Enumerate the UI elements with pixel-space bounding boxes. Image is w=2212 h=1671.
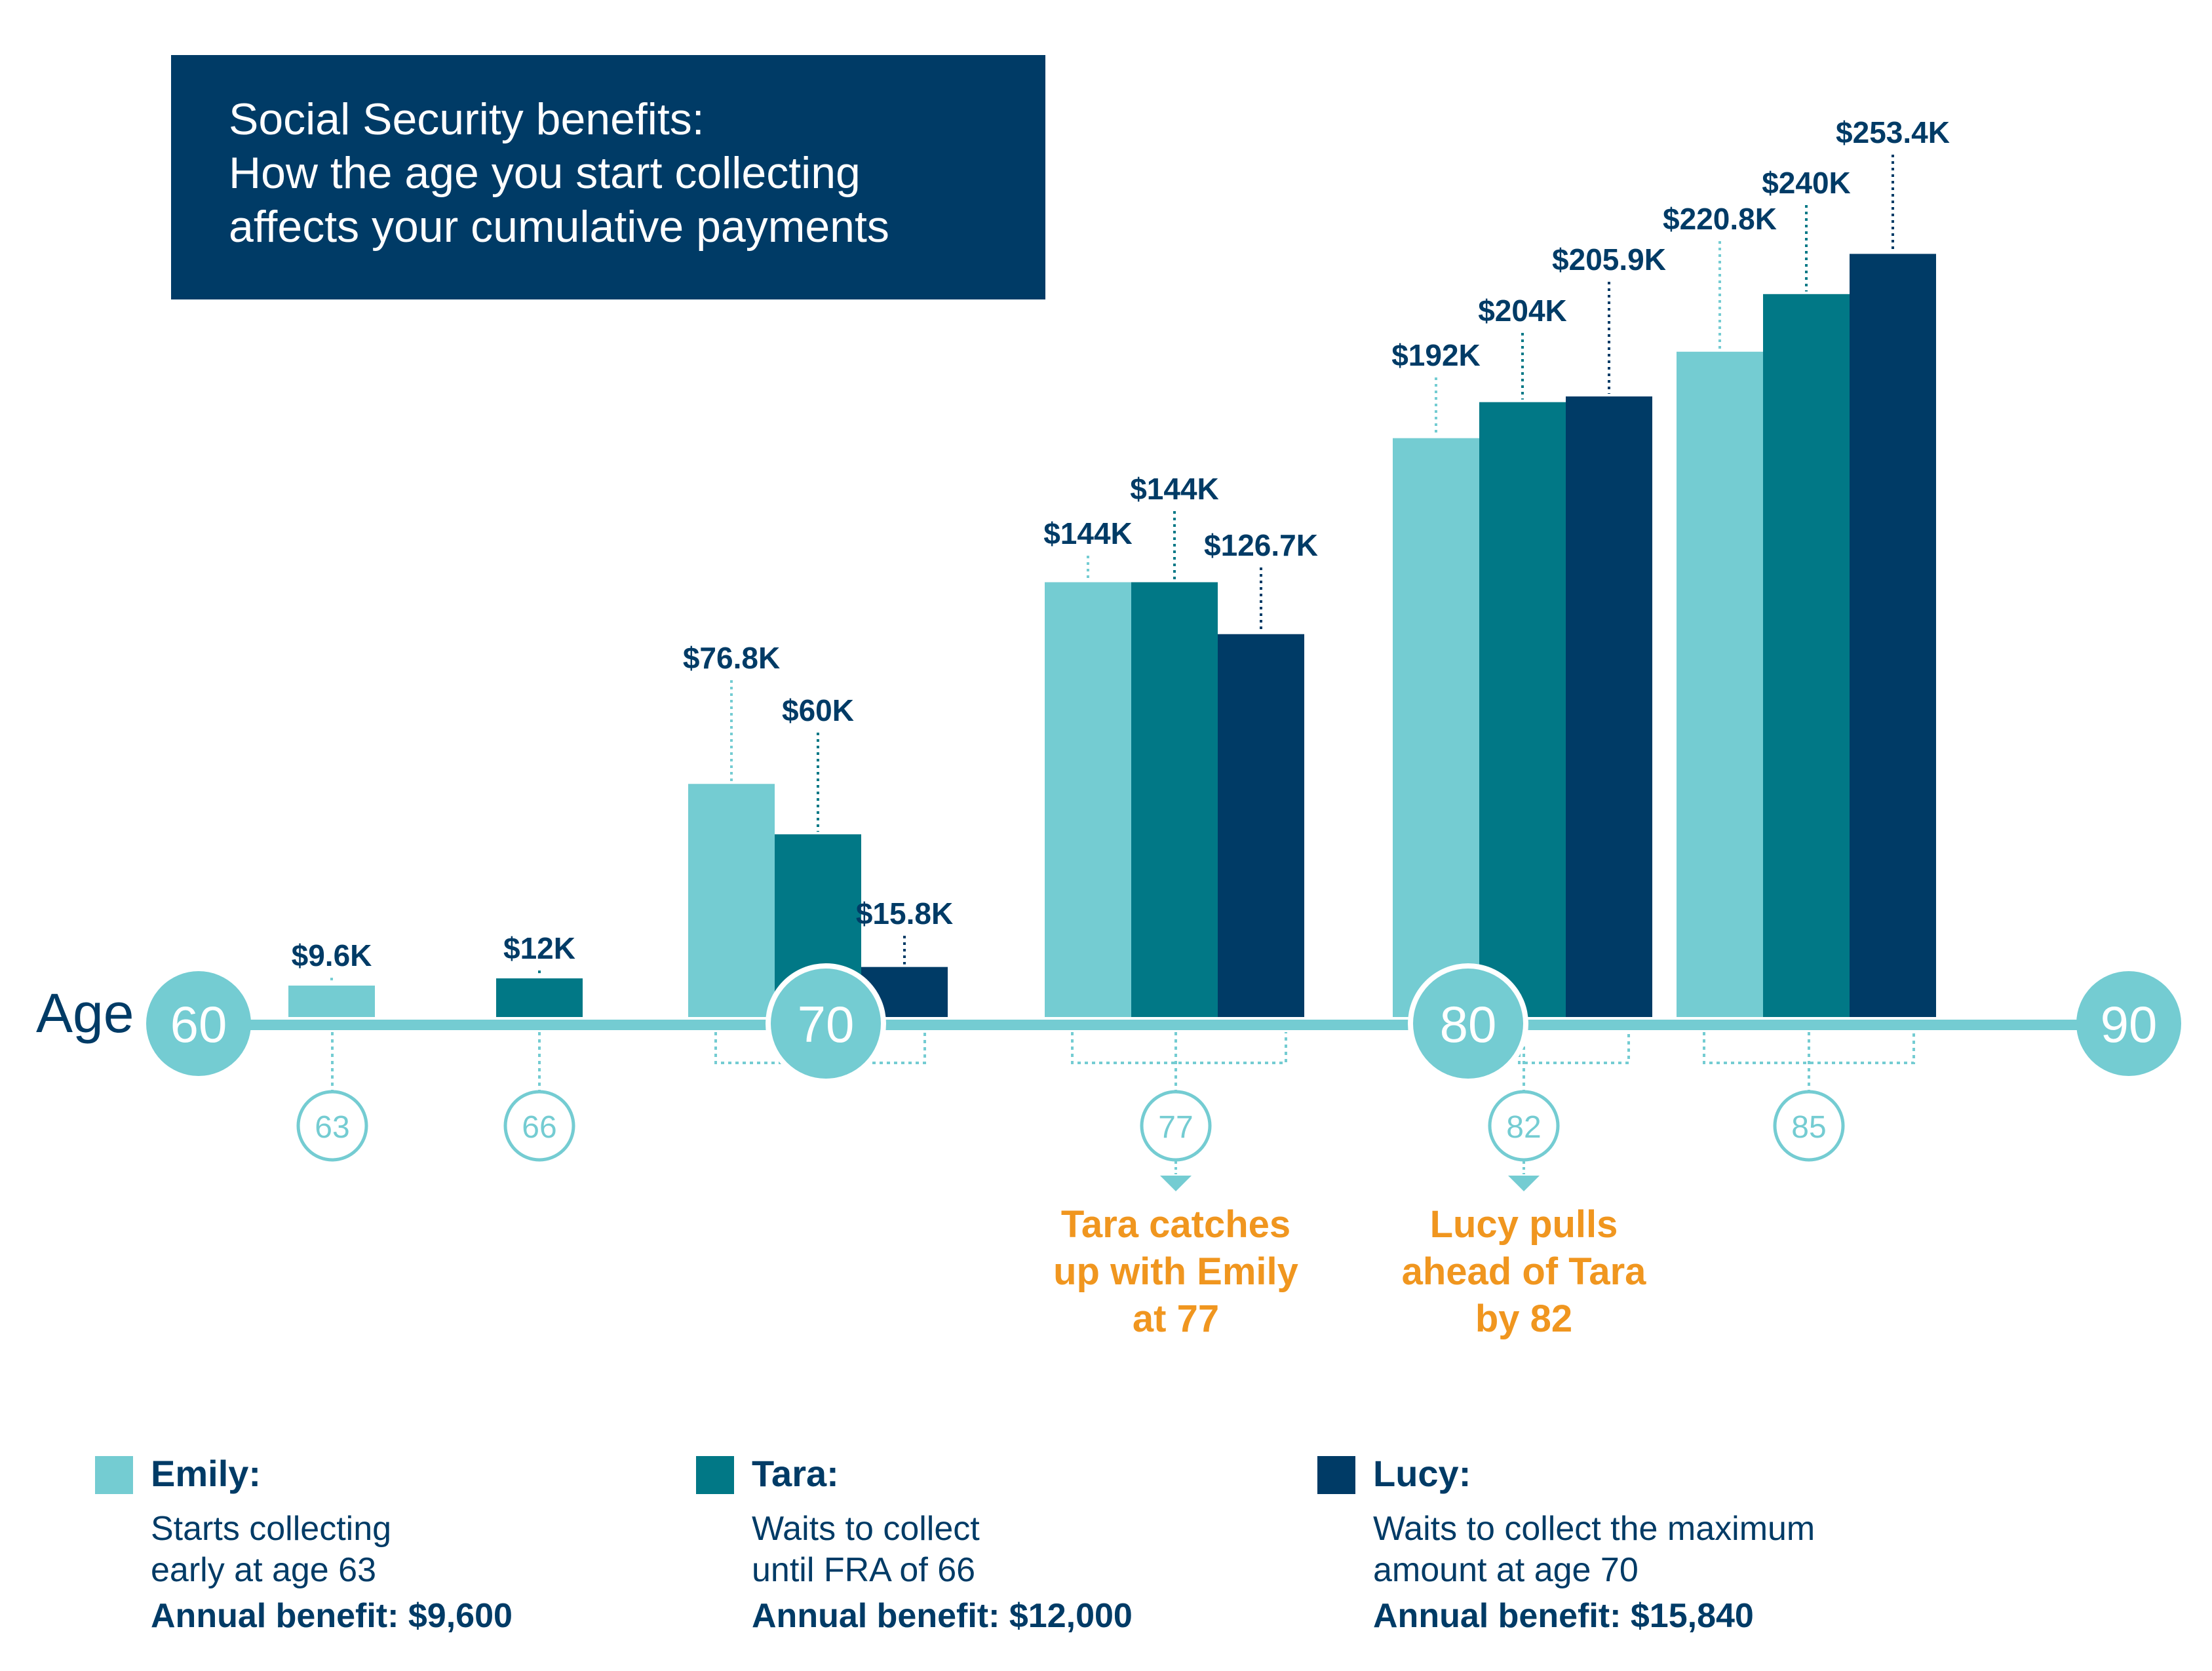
legend-swatch [696,1456,734,1494]
lucy-value-label-age-70: $15.8K [856,896,953,931]
annotation-text: Lucy pulls [1430,1203,1618,1246]
bar-group-age-77: $144K $144K $126.7K [1043,472,1318,1017]
decade-marker-80: 80 [1408,963,1528,1084]
emily-value-label-age-63: $9.6K [292,938,372,972]
category-label: 63 [315,1110,349,1145]
chart-title-line: affects your cumulative payments [229,202,889,252]
chart-title-line: Social Security benefits: [229,94,705,144]
decade-marker-70: 70 [766,963,886,1084]
emily-value-label-age-82: $192K [1391,338,1481,372]
category-marker-age-63: 63 [296,1032,368,1162]
tara-bar-age-82 [1479,402,1566,1017]
decade-label: 70 [798,995,855,1053]
category-label: 85 [1791,1110,1826,1145]
annotation-text: ahead of Tara [1402,1250,1647,1293]
chart-title-line: How the age you start collecting [229,148,861,198]
legend-benefit: Annual benefit: $12,000 [752,1597,1133,1635]
category-marker-age-85: 85 [1703,1032,1915,1162]
legend-swatch [95,1456,133,1494]
bar-group-age-85: $220.8K$240K $253.4K [1663,115,1950,1018]
category-circle [1773,1090,1845,1162]
tara-bar-age-77 [1131,582,1218,1017]
lucy-value-label-age-77: $126.7K [1204,528,1318,562]
emily-bar-age-70 [688,784,775,1017]
category-marker-age-66: 66 [503,1032,575,1162]
tara-value-label-age-66: $12K [503,931,575,965]
emily-bar-age-85 [1677,351,1763,1017]
annotation-text: Tara catches [1061,1203,1290,1246]
legend-name: Tara: [752,1453,839,1494]
tara-value-label-age-70: $60K [782,693,854,727]
lucy-value-label-age-82: $205.9K [1552,242,1666,277]
tara-bar-age-85 [1763,294,1850,1017]
decade-label: 60 [170,995,227,1053]
legend-swatch [1317,1456,1355,1494]
category-label: 82 [1506,1110,1541,1145]
decade-marker-90: 90 [2076,971,2181,1076]
emily-value-label-age-70: $76.8K [683,641,780,675]
tara-bar-age-66 [496,978,583,1017]
category-marker-age-77: 77 [1071,1032,1287,1162]
down-arrow-icon [1160,1176,1192,1191]
bar-group-age-66: $12K [496,931,583,1017]
legend-description: amount at age 70 [1373,1551,1639,1589]
lucy-value-label-age-85: $253.4K [1836,115,1950,149]
category-circle [503,1090,575,1162]
legend-benefit: Annual benefit: $15,840 [1373,1597,1754,1635]
legend-description: early at age 63 [151,1551,376,1589]
tara-value-label-age-85: $240K [1762,166,1851,200]
emily-bar-age-77 [1045,582,1131,1017]
emily-value-label-age-85: $220.8K [1663,202,1777,236]
annotation-text: up with Emily [1053,1250,1298,1293]
tara-value-label-age-77: $144K [1130,472,1219,506]
category-label: 66 [522,1110,556,1145]
legend-description: Starts collecting [151,1510,391,1548]
decade-label: 90 [2101,995,2158,1053]
lucy-bar-age-77 [1218,634,1304,1017]
title-box: Social Security benefits:How the age you… [171,55,1045,299]
down-arrow-icon [1508,1176,1540,1191]
bar-group-age-70: $76.8K$60K $15.8K [683,641,953,1017]
legend-description: Waits to collect [752,1510,980,1548]
lucy-bar-age-85 [1850,254,1936,1018]
lucy-bar-age-82 [1566,396,1652,1017]
legend-name: Emily: [151,1453,261,1494]
legend-lucy: Lucy: Waits to collect the maximumamount … [1317,1453,1815,1635]
category-label: 77 [1158,1110,1193,1145]
bar-group-age-82: $192K $204K $205.9K [1391,242,1666,1017]
category-circle [1488,1090,1560,1162]
tara-value-label-age-82: $204K [1478,294,1567,328]
emily-value-label-age-77: $144K [1043,516,1133,550]
decade-label: 80 [1440,995,1497,1053]
age-axis [197,1020,2130,1030]
age-axis-label: Age [36,982,134,1044]
decade-marker-60: 60 [146,971,251,1076]
annotation-text: by 82 [1475,1297,1572,1340]
legend-benefit: Annual benefit: $9,600 [151,1597,513,1635]
category-circle [1140,1090,1212,1162]
emily-bar-age-82 [1393,438,1479,1017]
legend-description: until FRA of 66 [752,1551,975,1589]
legend-description: Waits to collect the maximum [1373,1510,1815,1548]
annotation-text: at 77 [1133,1297,1219,1340]
bar-group-age-63: $9.6K [288,938,375,1017]
emily-bar-age-63 [288,986,375,1017]
category-circle [296,1090,368,1162]
legend-name: Lucy: [1373,1453,1471,1494]
category-marker-age-70 [714,1032,926,1064]
